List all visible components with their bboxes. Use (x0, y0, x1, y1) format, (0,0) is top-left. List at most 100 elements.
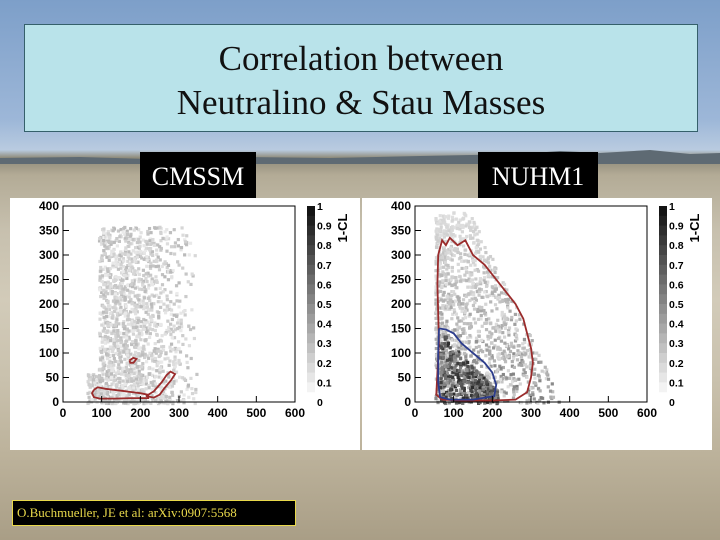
density-cell (142, 324, 147, 328)
density-cell (144, 378, 148, 383)
density-cell (100, 376, 104, 380)
density-cell (463, 309, 467, 313)
density-cell (155, 397, 159, 401)
density-cell (153, 356, 157, 361)
density-cell (483, 280, 487, 284)
density-cell (106, 280, 110, 284)
density-cell (117, 338, 121, 342)
density-cell (144, 401, 148, 405)
density-cell (465, 222, 469, 226)
density-cell (117, 390, 121, 395)
density-cell (137, 298, 141, 302)
density-cell (441, 330, 445, 334)
density-cells (86, 225, 199, 406)
density-cell (181, 342, 185, 347)
x-tick-label: 300 (521, 406, 541, 420)
density-cell (443, 298, 447, 302)
density-cell (471, 285, 475, 289)
density-cell (120, 372, 124, 376)
density-cell (456, 316, 460, 320)
density-cell (161, 395, 165, 399)
density-cell (112, 278, 116, 282)
density-cell (107, 307, 112, 312)
density-cell (443, 337, 447, 341)
cmssm-panel: 0 100 200 300 400 500 600 0 50 100 150 200 250 300 350… (10, 198, 360, 450)
density-cell (450, 265, 454, 270)
density-cell (456, 361, 460, 366)
density-cell (449, 369, 453, 373)
density-cell (513, 339, 518, 343)
density-cell (130, 366, 134, 371)
density-cell (454, 339, 458, 343)
density-cell (461, 327, 465, 332)
density-cell (437, 325, 442, 329)
density-cell (119, 290, 123, 295)
density-cell (451, 370, 455, 374)
density-cell (471, 236, 475, 240)
y-tick-label: 0 (52, 395, 59, 409)
density-cell (448, 392, 453, 397)
density-cell (131, 391, 135, 395)
density-cell (156, 300, 160, 304)
density-cell (133, 325, 137, 330)
density-cell (435, 306, 439, 310)
density-cell (145, 305, 150, 309)
density-cell (148, 323, 152, 327)
density-cell (118, 302, 122, 306)
density-cell (452, 211, 456, 215)
density-cell (443, 255, 448, 259)
density-cell (118, 358, 123, 362)
colorbar-tick-label: 0.5 (669, 299, 684, 311)
density-cell (455, 393, 459, 398)
density-cell (434, 290, 438, 295)
density-cell (487, 352, 492, 356)
density-cell (136, 384, 140, 388)
density-cell (453, 226, 457, 230)
x-tick-label: 600 (637, 406, 657, 420)
density-cell (106, 269, 110, 274)
density-cell (119, 345, 124, 349)
x-tick-label: 200 (482, 406, 502, 420)
density-cell (92, 373, 96, 377)
density-cell (528, 393, 532, 397)
density-cell (177, 361, 181, 365)
density-cell (172, 368, 176, 372)
density-cell (169, 312, 173, 316)
density-cell (471, 256, 475, 260)
density-cell (116, 334, 120, 338)
density-cell (119, 337, 123, 341)
density-cell (185, 234, 189, 238)
density-cell (149, 249, 153, 254)
density-cell (498, 364, 502, 368)
density-cell (494, 322, 498, 326)
colorbar-band (307, 206, 315, 217)
density-cell (470, 364, 474, 368)
density-cell (470, 297, 474, 301)
density-cell (99, 256, 104, 260)
density-cell (446, 376, 450, 381)
density-cell (478, 287, 482, 291)
density-cell (100, 323, 104, 327)
density-cell (456, 223, 460, 227)
density-cell (192, 326, 196, 330)
density-cell (179, 319, 183, 323)
density-cell (441, 379, 445, 384)
density-cell (493, 270, 497, 275)
density-cell (110, 367, 115, 371)
density-cell (101, 372, 105, 376)
colorbar-tick-label: 0.4 (669, 319, 684, 331)
density-cell (458, 390, 462, 394)
density-cell (471, 281, 476, 286)
density-cell (441, 389, 446, 393)
density-cell (445, 379, 449, 383)
density-cell (440, 342, 444, 346)
density-cell (164, 237, 168, 242)
density-cell (473, 296, 477, 300)
density-cell (185, 387, 189, 392)
density-cell (477, 382, 481, 387)
density-cell (144, 360, 149, 364)
density-cell (159, 366, 163, 370)
density-cell (110, 249, 114, 253)
density-cell (478, 400, 482, 405)
density-cell (129, 227, 133, 231)
